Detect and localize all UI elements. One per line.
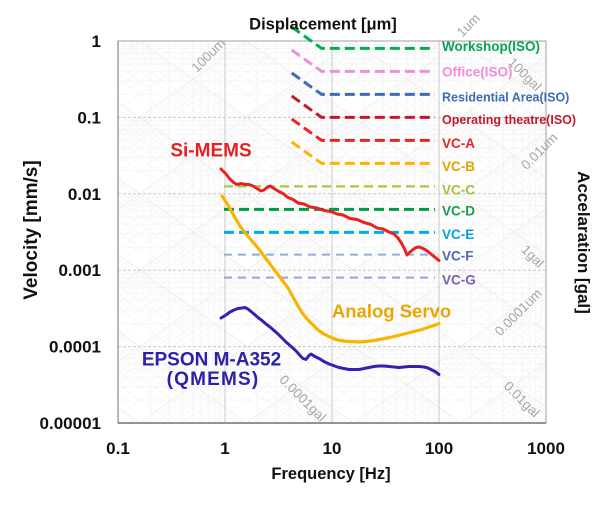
svg-text:VC-F: VC-F	[442, 249, 474, 264]
svg-text:1000: 1000	[527, 439, 565, 458]
svg-text:VC-G: VC-G	[442, 273, 476, 288]
svg-text:VC-A: VC-A	[442, 136, 475, 151]
svg-text:Workshop(ISO): Workshop(ISO)	[442, 39, 540, 54]
svg-text:VC-E: VC-E	[442, 227, 474, 242]
svg-text:0.001: 0.001	[58, 261, 101, 280]
svg-text:Velocity [mm/s]: Velocity [mm/s]	[21, 160, 42, 299]
svg-text:VC-D: VC-D	[442, 204, 475, 219]
svg-text:100: 100	[425, 439, 453, 458]
svg-text:0.00001: 0.00001	[40, 414, 101, 433]
svg-text:Accelaration [gal]: Accelaration [gal]	[574, 171, 593, 314]
svg-text:1: 1	[92, 32, 101, 51]
svg-text:10: 10	[323, 439, 342, 458]
svg-text:Displacement [μm]: Displacement [μm]	[249, 16, 397, 34]
svg-text:Residential Area(ISO): Residential Area(ISO)	[442, 91, 569, 105]
svg-text:VC-B: VC-B	[442, 159, 475, 174]
svg-text:0.0001: 0.0001	[49, 338, 101, 357]
svg-text:(QMEMS): (QMEMS)	[167, 369, 260, 390]
svg-text:0.1: 0.1	[77, 108, 101, 127]
svg-text:0.01: 0.01	[68, 185, 101, 204]
svg-text:0.1: 0.1	[106, 439, 130, 458]
svg-text:EPSON M-A352: EPSON M-A352	[142, 350, 281, 371]
svg-text:Analog Servo: Analog Servo	[332, 301, 451, 322]
svg-text:VC-C: VC-C	[442, 183, 475, 198]
svg-text:Office(ISO): Office(ISO)	[442, 65, 513, 80]
svg-text:Si-MEMS: Si-MEMS	[170, 141, 251, 162]
svg-text:1: 1	[220, 439, 229, 458]
svg-text:Operating theatre(ISO): Operating theatre(ISO)	[442, 113, 576, 127]
svg-text:Frequency [Hz]: Frequency [Hz]	[271, 465, 390, 483]
